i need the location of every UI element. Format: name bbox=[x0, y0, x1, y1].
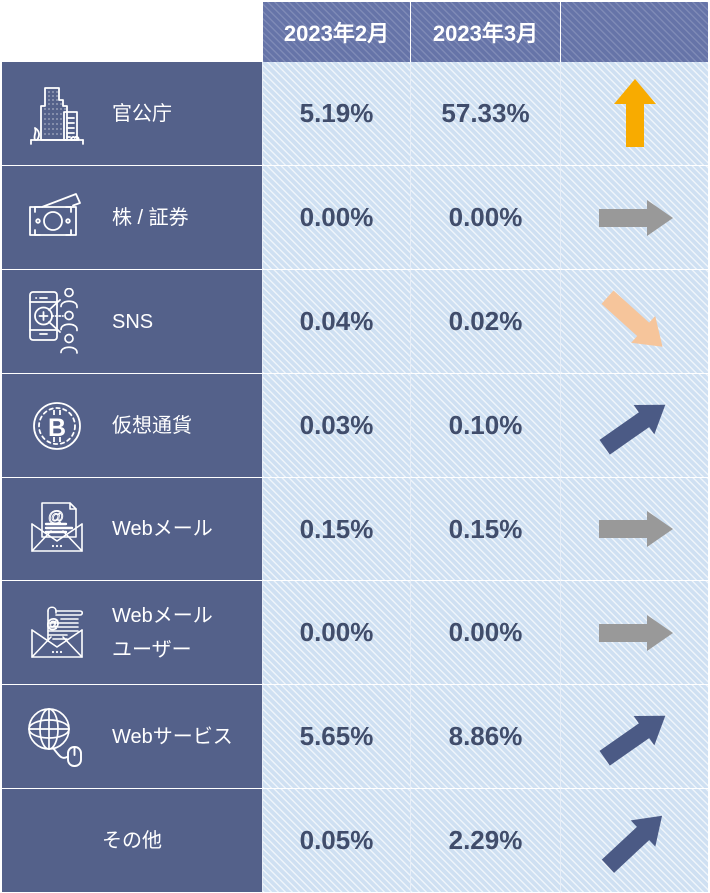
svg-text:B: B bbox=[48, 414, 66, 442]
